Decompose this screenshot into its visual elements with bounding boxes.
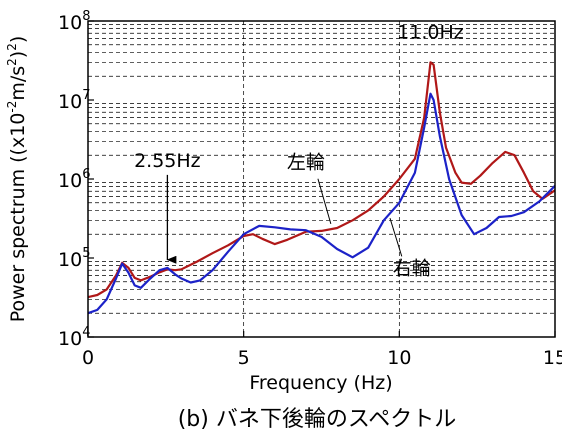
annotation-leader xyxy=(389,217,403,257)
y-axis-label-exp2: 2 xyxy=(5,58,19,66)
annotation-series-label: 右輪 xyxy=(393,257,431,279)
x-tick-labels: 0 5 10 15 xyxy=(82,347,562,369)
y-axis-label-exp1: -2 xyxy=(5,101,19,113)
y-axis-label-suffix: ) xyxy=(7,51,29,58)
x-tick-label: 15 xyxy=(543,347,562,369)
y-tick-label: 108 xyxy=(58,9,90,34)
series-lines xyxy=(88,61,555,315)
tick-marks xyxy=(87,20,556,338)
y-axis-label-exp3: 2 xyxy=(5,43,19,51)
annotation-frequency-label: 2.55Hz xyxy=(134,150,201,172)
annotation-leader xyxy=(317,178,332,225)
y-axis-label-mid: m/s xyxy=(7,66,29,101)
y-tick-label: 105 xyxy=(58,246,90,271)
x-tick-label: 0 xyxy=(82,347,94,369)
figure-caption: (b) バネ下後輪のスペクトル xyxy=(178,407,457,432)
y-tick-labels: 104 105 106 107 108 xyxy=(58,9,90,350)
x-tick-label: 5 xyxy=(238,347,250,369)
y-axis-label: Power spectrum ((x10-2m/s2)2) xyxy=(5,36,29,323)
y-axis-label-end: ) xyxy=(7,36,29,43)
y-axis-label-prefix: Power spectrum ((x10 xyxy=(7,113,29,323)
y-tick-label: 107 xyxy=(58,88,90,113)
series-line-right-wheel xyxy=(88,92,555,315)
series-line-left-wheel xyxy=(88,61,555,299)
y-tick-label: 104 xyxy=(58,325,90,350)
y-tick-label: 106 xyxy=(58,167,90,192)
annotation-series-label: 左輪 xyxy=(287,152,325,174)
x-axis-label: Frequency (Hz) xyxy=(249,372,392,394)
grid xyxy=(88,21,555,337)
annotation-peak-label: 11.0Hz xyxy=(397,22,464,44)
x-tick-label: 10 xyxy=(387,347,411,369)
